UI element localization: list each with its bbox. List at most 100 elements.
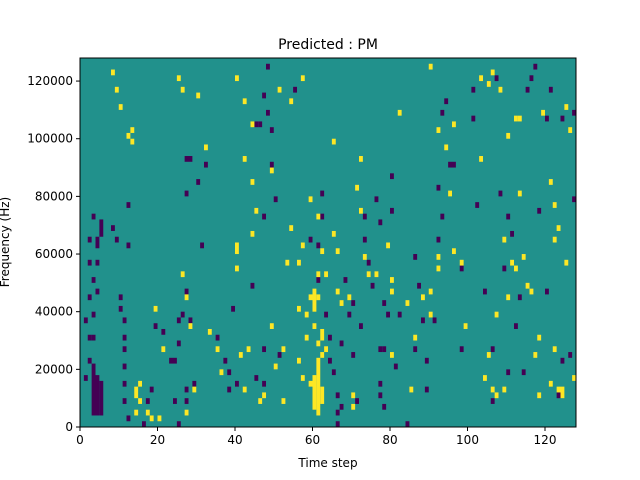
heatmap-cell-low [122, 317, 127, 324]
heatmap-cell-high [250, 230, 255, 237]
heatmap-cell-low [339, 340, 344, 347]
heatmap-cell-low [448, 161, 453, 168]
heatmap-cell-high [498, 86, 503, 93]
heatmap-cell-high [242, 98, 247, 105]
heatmap-cell-high [355, 184, 360, 191]
heatmap-cell-low [382, 403, 387, 410]
heatmap-cell-high [362, 254, 367, 260]
heatmap-cell-low [184, 190, 189, 197]
heatmap-cell-low [537, 207, 542, 214]
heatmap-cell-low [362, 236, 367, 243]
heatmap-cell-low [432, 317, 437, 324]
y-axis-label: Frequency (Hz) [0, 197, 12, 288]
heatmap-cell-low [126, 415, 131, 422]
heatmap-cell-high [572, 375, 577, 381]
heatmap-cell-low [405, 421, 410, 427]
heatmap-cell-low [355, 398, 360, 404]
y-tick-label: 80000 [35, 189, 73, 203]
heatmap-cell-high [320, 352, 325, 358]
heatmap-cell-low [254, 121, 259, 128]
heatmap-cell-low [122, 334, 127, 341]
heatmap-cell-high [486, 81, 491, 87]
heatmap-cell-high [510, 259, 515, 266]
heatmap-cell-high [347, 294, 352, 301]
heatmap-cell-high [219, 369, 224, 376]
heatmap-cell-low [184, 288, 189, 295]
heatmap-cell-low [490, 346, 495, 353]
heatmap-cell-high [297, 357, 301, 364]
heatmap-cell-high [359, 156, 363, 162]
heatmap-cell-high [180, 86, 185, 93]
heatmap-cell-high [316, 357, 321, 416]
heatmap-cell-low [572, 196, 577, 203]
heatmap-cell-low [266, 109, 270, 116]
heatmap-cell-low [87, 259, 92, 266]
heatmap-cell-low [173, 398, 177, 404]
heatmap-cell-low [548, 86, 553, 93]
heatmap-cell-low [378, 392, 383, 399]
y-tick-label: 0 [65, 420, 73, 434]
heatmap-cell-low [521, 369, 526, 376]
heatmap-cell-high [541, 109, 546, 116]
heatmap-cell-high [444, 144, 449, 151]
heatmap-cell-low [440, 213, 445, 220]
heatmap-cell-high [180, 271, 185, 278]
heatmap-cell-low [328, 357, 332, 364]
heatmap-cell-low [188, 156, 193, 162]
heatmap-cell-high [262, 392, 267, 399]
heatmap-cell-low [91, 277, 96, 283]
heatmap-cell-low [126, 202, 131, 208]
heatmap-cell-low [235, 380, 239, 387]
heatmap-cell-high [145, 409, 150, 416]
heatmap-cell-low [320, 190, 325, 197]
heatmap-cell-low [397, 311, 402, 318]
heatmap-cell-high [494, 392, 499, 399]
heatmap-cell-high [390, 288, 394, 295]
heatmap-cell-high [351, 403, 356, 410]
heatmap-cell-high [428, 288, 433, 295]
heatmap-cell-high [215, 346, 220, 353]
heatmap-cell-high [436, 127, 441, 133]
heatmap-cell-high [386, 242, 391, 249]
heatmap-cell-high [517, 115, 522, 122]
heatmap-cell-low [118, 305, 123, 312]
heatmap-cell-high [192, 386, 197, 393]
heatmap-cell-high [556, 386, 561, 393]
heatmap-cell-low [266, 63, 270, 70]
heatmap-cell-low [95, 236, 100, 249]
heatmap-cell-high [405, 300, 410, 306]
heatmap-cell-high [153, 305, 158, 312]
heatmap-cell-high [479, 156, 484, 162]
y-tick-label: 60000 [35, 247, 73, 261]
heatmap-cell-low [421, 317, 425, 324]
heatmap-cell-low [188, 317, 193, 324]
heatmap-cell-low [378, 219, 383, 226]
heatmap-cell-high [176, 75, 181, 82]
heatmap-cell-high [359, 207, 363, 214]
heatmap-cell-high [130, 138, 135, 145]
heatmap-cell-low [386, 311, 391, 318]
heatmap-cell-low [529, 75, 534, 82]
heatmap-cell-low [87, 294, 92, 301]
heatmap-cell-high [316, 294, 321, 301]
heatmap-cell-low [142, 421, 146, 427]
heatmap-cell-high [390, 277, 394, 283]
heatmap-cell-low [393, 363, 398, 370]
heatmap-cell-high [413, 334, 418, 341]
heatmap-cell-high [568, 127, 573, 133]
heatmap-cell-low [374, 196, 379, 203]
heatmap-cell-low [459, 265, 464, 272]
heatmap-cell-high [552, 236, 557, 243]
heatmap-cell-low [114, 236, 119, 243]
heatmap-cell-high [479, 75, 484, 82]
heatmap-cell-low [436, 236, 441, 243]
heatmap-cell-low [145, 398, 150, 404]
heatmap-cell-low [250, 282, 255, 289]
heatmap-cell-low [176, 317, 181, 324]
y-tick-label: 20000 [35, 362, 73, 376]
heatmap-cell-high [463, 323, 468, 329]
heatmap-cell-high [269, 167, 274, 174]
heatmap-cell-high [564, 104, 569, 110]
heatmap-cell-low [545, 288, 549, 295]
